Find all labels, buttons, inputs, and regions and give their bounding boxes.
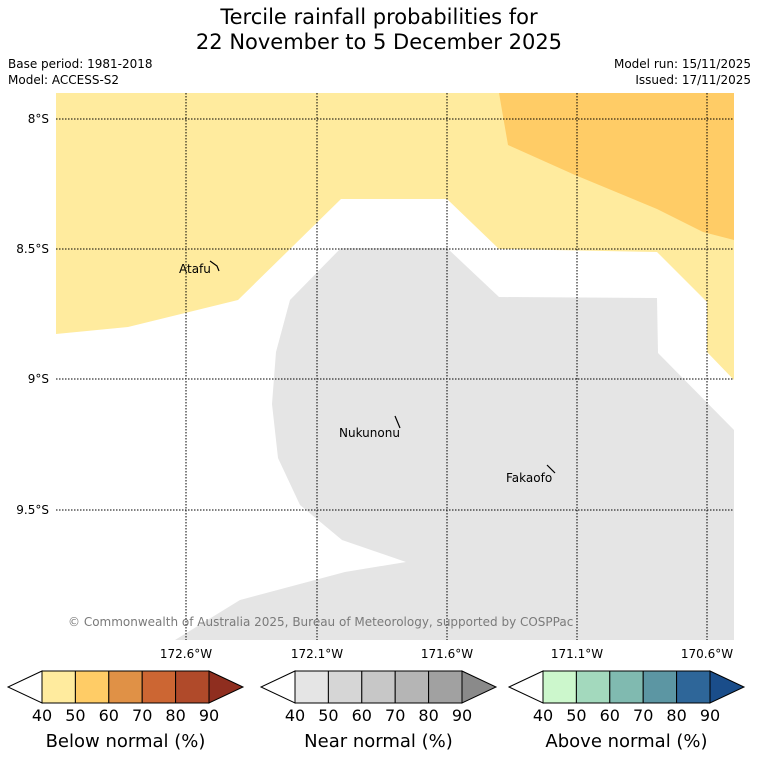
- legend-below-tick-80: 80: [165, 706, 185, 725]
- legend-above-swatch-80-90: [676, 670, 711, 704]
- map-panel: Atafu Nukunonu Fakaofo © Commonwealth of…: [56, 93, 734, 640]
- lat-label-9s: 9°S: [28, 372, 49, 386]
- legend-below-extend-high: [208, 670, 245, 704]
- legend-below-swatch-70-80: [141, 670, 177, 704]
- legend-near-swatch-40-50: [294, 670, 329, 704]
- legend-above-tick-50: 50: [566, 706, 586, 725]
- lat-label-9-5s: 9.5°S: [16, 503, 49, 517]
- legend-near-tick-40: 40: [285, 706, 305, 725]
- copyright-notice: © Commonwealth of Australia 2025, Bureau…: [68, 615, 573, 629]
- gridlines: [56, 93, 734, 640]
- legend-near-swatch-70-80: [394, 670, 430, 704]
- legend-above-tick-40: 40: [533, 706, 553, 725]
- legend-above-extend-low: [507, 670, 544, 704]
- legend-below-swatch-50-60: [74, 670, 110, 704]
- legend-near-swatch-50-60: [327, 670, 363, 704]
- meta-right: Model run: 15/11/2025 Issued: 17/11/2025: [614, 56, 751, 88]
- title-line-2: 22 November to 5 December 2025: [195, 30, 563, 54]
- lon-label-171-1w: 171.1°W: [551, 647, 603, 661]
- region-near-normal-40-50: [175, 248, 734, 640]
- legend-near-swatches: [259, 670, 498, 704]
- legend-near-tick-50: 50: [318, 706, 338, 725]
- legend-above-tick-70: 70: [633, 706, 653, 725]
- legend-above-extend-high: [709, 670, 746, 704]
- meta-left: Base period: 1981-2018 Model: ACCESS-S2: [8, 56, 153, 88]
- lat-label-8s: 8°S: [28, 112, 49, 126]
- issued-date: Issued: 17/11/2025: [635, 73, 751, 87]
- legend-above-swatch-40-50: [542, 670, 577, 704]
- legend-above-swatches: [507, 670, 746, 704]
- place-nukunonu: Nukunonu: [339, 426, 400, 440]
- legend-below-tick-60: 60: [99, 706, 119, 725]
- legend-below-swatch-60-70: [108, 670, 143, 704]
- model-run: Model run: 15/11/2025: [613, 57, 751, 71]
- legend-near-tick-70: 70: [385, 706, 405, 725]
- islands: [209, 260, 556, 474]
- legend-below-swatch-80-90: [175, 670, 210, 704]
- base-period: Base period: 1981-2018: [8, 57, 153, 71]
- lon-label-171-6w: 171.6°W: [421, 647, 473, 661]
- chart-title: Tercile rainfall probabilities for 22 No…: [0, 5, 758, 55]
- legend-above-tick-60: 60: [600, 706, 620, 725]
- legend-below-tick-40: 40: [32, 706, 52, 725]
- lon-label-170-6w: 170.6°W: [681, 647, 733, 661]
- model-name: Model: ACCESS-S2: [8, 73, 120, 87]
- legend-above-label: Above normal (%): [545, 731, 707, 752]
- lon-label-172-6w: 172.6°W: [160, 647, 212, 661]
- legend-above-swatch-60-70: [609, 670, 644, 704]
- legend-near-swatch-80-90: [428, 670, 463, 704]
- lat-label-8-5s: 8.5°S: [16, 242, 49, 256]
- legend-below-swatch-40-50: [41, 670, 76, 704]
- legend-below-label: Below normal (%): [46, 731, 206, 752]
- legend-below-extend-low: [6, 670, 43, 704]
- legend-near-tick-60: 60: [352, 706, 372, 725]
- fakaofo-island: [546, 464, 556, 474]
- legend-near-label: Near normal (%): [304, 731, 453, 752]
- atafu-island: [209, 260, 220, 272]
- legend-near-extend-high: [461, 670, 498, 704]
- legend-above-swatch-50-60: [575, 670, 611, 704]
- title-line-1: Tercile rainfall probabilities for: [220, 5, 538, 29]
- legend-above-normal: 40 50 60 70 80 90 Above normal (%): [507, 670, 746, 752]
- legend-above-swatch-70-80: [642, 670, 678, 704]
- place-atafu: Atafu: [179, 262, 211, 276]
- legend-near-tick-90: 90: [452, 706, 472, 725]
- legend-below-tick-50: 50: [65, 706, 85, 725]
- lon-label-172-1w: 172.1°W: [291, 647, 343, 661]
- legend-above-tick-90: 90: [700, 706, 720, 725]
- legend-below-normal: 40 50 60 70 80 90 Below normal (%): [6, 670, 245, 752]
- legend-below-tick-90: 90: [199, 706, 219, 725]
- legend-below-swatches: [6, 670, 245, 704]
- region-below-normal-50-60: [499, 93, 734, 240]
- legend-near-normal: 40 50 60 70 80 90 Near normal (%): [259, 670, 498, 752]
- legend-near-tick-80: 80: [418, 706, 438, 725]
- place-fakaofo: Fakaofo: [506, 471, 552, 485]
- legend-near-swatch-60-70: [361, 670, 396, 704]
- legend-near-extend-low: [259, 670, 296, 704]
- nukunonu-island: [394, 415, 401, 429]
- legend-below-tick-70: 70: [132, 706, 152, 725]
- legend-above-tick-80: 80: [666, 706, 686, 725]
